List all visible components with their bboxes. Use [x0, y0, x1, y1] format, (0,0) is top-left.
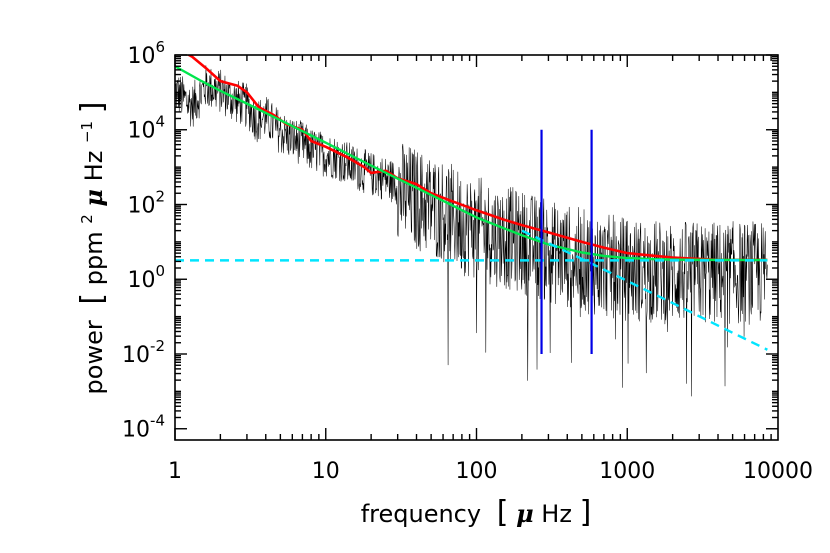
- x-axis-title-text: frequency: [361, 500, 481, 528]
- y-tick-label: 104: [127, 113, 165, 144]
- y-axis-unit-hz: Hz: [80, 151, 108, 182]
- x-axis-title: frequency [ μ Hz ]: [361, 495, 592, 530]
- series-thick-red-1: [186, 55, 768, 262]
- y-tick-label: 10-4: [122, 412, 165, 443]
- y-axis-mu-symbol: μ: [79, 189, 108, 207]
- y-tick-label: 102: [127, 187, 165, 218]
- y-axis-title: power [ ppm 2 μ Hz −1 ]: [70, 102, 110, 395]
- y-axis-close-bracket: ]: [75, 102, 110, 114]
- y-tick-label: 10-2: [122, 337, 165, 368]
- series-thin-black-0: [175, 65, 768, 397]
- x-tick-label: 100: [456, 459, 498, 484]
- y-tick-label: 106: [127, 38, 165, 69]
- ticks-layer: 1 10 100 1000 10000 106 104 102 100 10-2 10-4: [122, 38, 813, 484]
- series-dashed-cyan-3: [521, 229, 768, 351]
- series-layer: [175, 55, 768, 397]
- x-axis-unit: Hz: [541, 500, 572, 528]
- y-axis-unit-hz-exponent: −1: [78, 121, 96, 143]
- y-axis-unit-ppm: ppm: [80, 231, 108, 285]
- y-axis-open-bracket: [: [75, 293, 110, 305]
- x-tick-label: 1: [168, 459, 182, 484]
- x-axis-mu-symbol: μ: [516, 499, 534, 528]
- y-tick-label: 100: [127, 262, 165, 293]
- x-tick-label: 1000: [599, 459, 655, 484]
- x-axis-open-bracket: [: [497, 495, 509, 530]
- y-axis-title-text: power: [80, 320, 108, 394]
- y-axis-unit-ppm-exponent: 2: [78, 214, 96, 224]
- x-axis-close-bracket: ]: [580, 495, 592, 530]
- x-tick-label: 10: [312, 459, 340, 484]
- x-tick-label: 10000: [743, 459, 813, 484]
